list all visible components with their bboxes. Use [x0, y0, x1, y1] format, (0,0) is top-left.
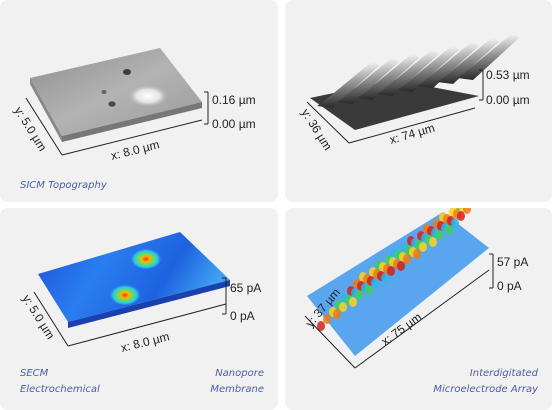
- idmea-surface-plot: 57 pA 0 pA x: 75 µm y: 37 µm: [303, 208, 528, 369]
- surface-side: [62, 102, 202, 142]
- y-axis: [304, 315, 356, 369]
- electrode-blob: [387, 266, 395, 276]
- y-axis-label: y: 36 µm: [298, 106, 334, 153]
- electrode-blob: [403, 254, 411, 264]
- scale-top-label: 0.16 µm: [212, 93, 256, 107]
- y-axis-label: y: 5.0 µm: [11, 104, 49, 153]
- electrode-blob: [397, 261, 405, 271]
- scale-top-label: 65 pA: [230, 281, 261, 295]
- bump: [128, 85, 168, 107]
- electrode-blob: [429, 237, 437, 247]
- y-axis: [33, 291, 69, 347]
- electrode-blob: [339, 302, 347, 312]
- ridges: [317, 34, 519, 108]
- electrode-blob: [419, 242, 427, 252]
- grating-surface-plot: 0.53 µm 0.00 µm x: 74 µm y: 36 µm: [298, 34, 530, 153]
- electrode-blob: [445, 225, 453, 235]
- panel-microelectrode-array: 57 pA 0 pA x: 75 µm y: 37 µm Interdigita…: [285, 208, 552, 410]
- scale-bottom-label: 0 pA: [230, 309, 255, 323]
- panel-secm-nanopore: 65 pA 0 pA x: 8.0 µm y: 5.0 µm SECM Elec…: [0, 208, 278, 410]
- scale-bottom-label: 0.00 µm: [212, 117, 256, 131]
- electrode-blob: [463, 208, 471, 214]
- ridge: [397, 46, 459, 92]
- electrode-blob: [371, 278, 379, 288]
- electrode-blob: [381, 273, 389, 283]
- sicm-surface-plot: 0.16 µm 0.00 µm x: 8.0 µm y: 5.0 µm: [11, 48, 256, 163]
- x-axis: [67, 303, 227, 347]
- ridge: [377, 50, 439, 96]
- peak: [109, 283, 141, 305]
- panel-sicm-topography: 0.16 µm 0.00 µm x: 8.0 µm y: 5.0 µm SICM…: [0, 0, 278, 202]
- electrode-blob: [365, 285, 373, 295]
- electrode-blob: [451, 218, 459, 228]
- ridge: [417, 42, 479, 88]
- electrodes: [317, 208, 471, 331]
- ridge: [337, 58, 399, 104]
- electrode-blob: [435, 230, 443, 240]
- y-axis: [25, 97, 63, 156]
- secm-surface-plot: 65 pA 0 pA x: 8.0 µm y: 5.0 µm: [19, 232, 261, 355]
- panel-grating-topography: 0.53 µm 0.00 µm x: 74 µm y: 36 µm: [285, 0, 552, 202]
- ridge: [437, 38, 499, 84]
- electrode-blob: [317, 321, 325, 331]
- x-axis-label: x: 8.0 µm: [119, 329, 171, 355]
- electrode-blob: [355, 290, 363, 300]
- scale-bottom-label: 0.00 µm: [486, 93, 530, 107]
- electrode-blob: [457, 211, 465, 221]
- surface: [30, 48, 202, 136]
- pit: [108, 101, 116, 107]
- scale-top-label: 0.53 µm: [486, 68, 530, 82]
- panel-caption: SICM Topography: [20, 180, 107, 191]
- electrode-blob: [349, 297, 357, 307]
- peak: [130, 247, 162, 269]
- x-axis: [61, 119, 203, 156]
- ridge: [457, 34, 519, 80]
- electrode-blob: [323, 314, 331, 324]
- ridge: [317, 62, 379, 108]
- base: [307, 212, 489, 356]
- x-axis: [348, 107, 476, 144]
- pit: [123, 69, 131, 75]
- electrode-blob: [333, 309, 341, 319]
- y-axis: [306, 101, 350, 144]
- panel-caption: SECM Electrochemical: [20, 368, 100, 395]
- scale-top-label: 57 pA: [497, 255, 528, 269]
- panel-caption-right: Interdigitated Microelectrode Array: [433, 368, 538, 395]
- x-axis: [354, 269, 490, 369]
- surface: [38, 232, 230, 322]
- pit: [101, 90, 107, 94]
- ridge: [357, 54, 419, 100]
- panel-caption-right: Nanopore Membrane: [210, 368, 264, 395]
- electrode-blob: [413, 249, 421, 259]
- x-axis-label: x: 74 µm: [388, 121, 436, 147]
- scale-bottom-label: 0 pA: [497, 279, 522, 293]
